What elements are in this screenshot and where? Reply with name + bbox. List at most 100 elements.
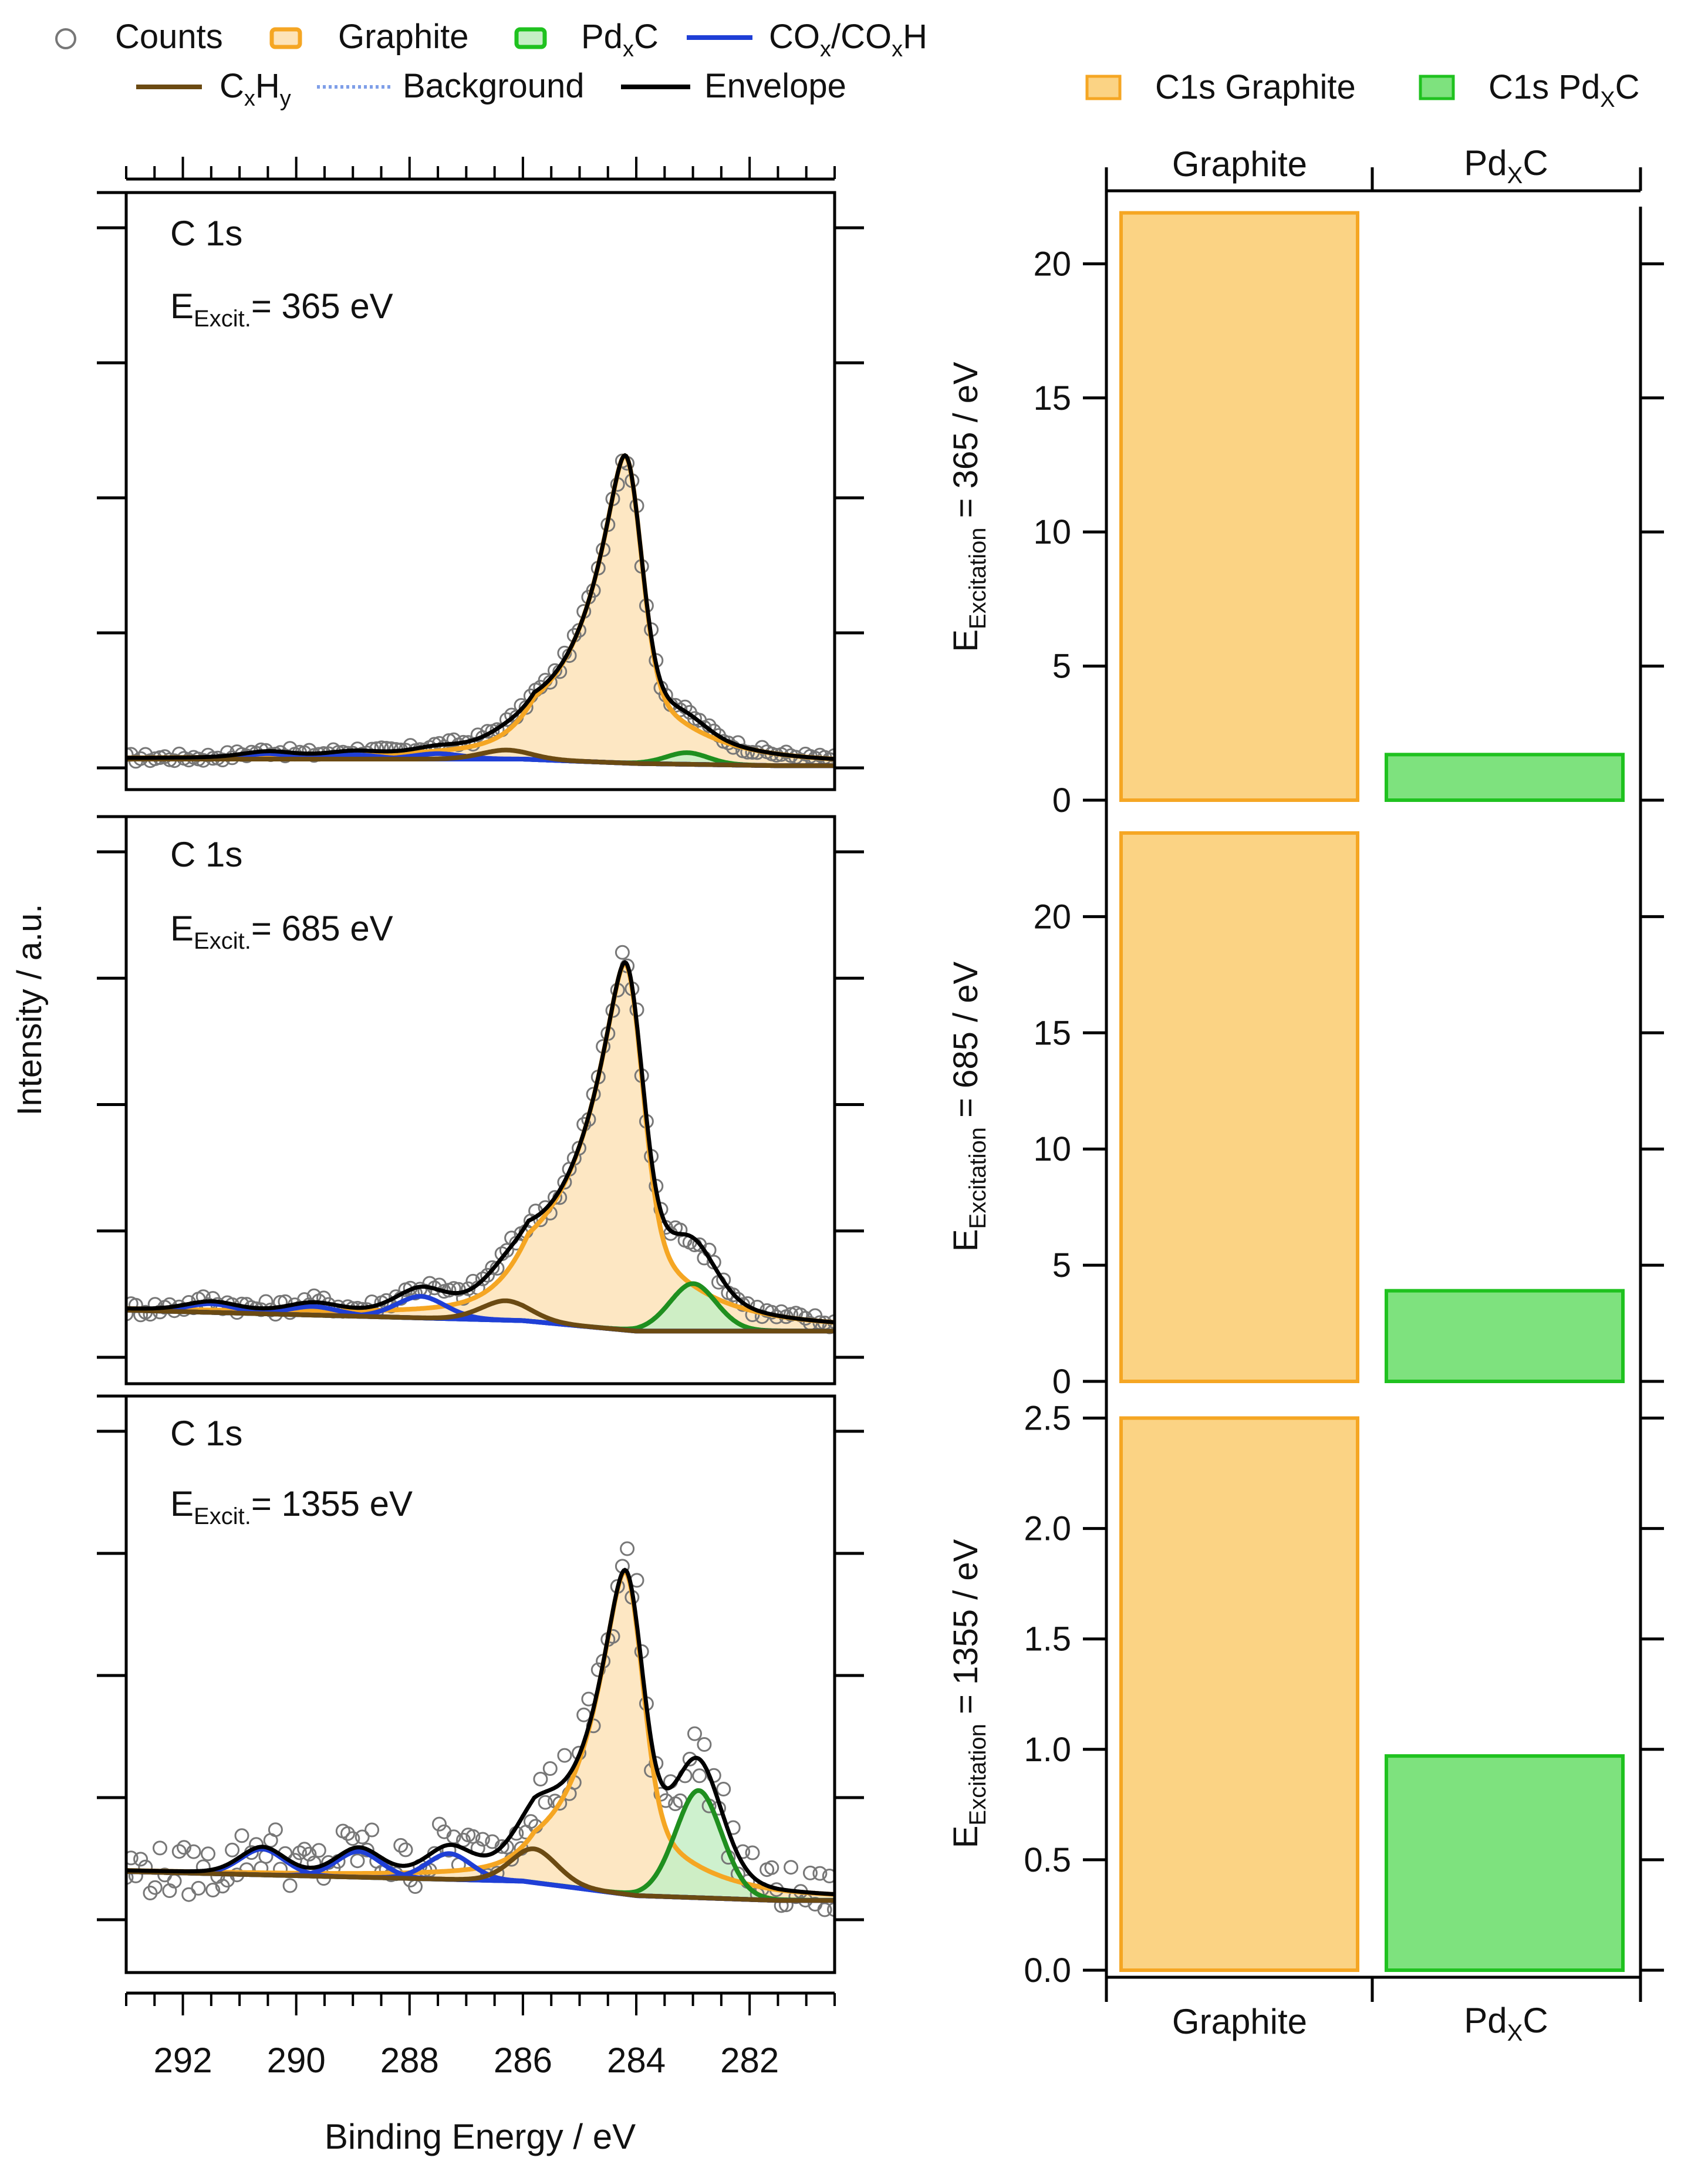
counts-markers (126, 945, 835, 1334)
bar-y-tick-label: 20 (1033, 898, 1071, 936)
count-point (355, 1829, 370, 1845)
count-point (576, 1707, 592, 1722)
count-point (340, 1826, 355, 1841)
legend-envelope-label: Envelope (704, 67, 846, 105)
count-point (268, 1822, 283, 1838)
count-point (485, 1260, 500, 1275)
xps-panel-365-title: C 1s (170, 214, 242, 253)
count-point (480, 1267, 495, 1283)
count-point (186, 1844, 201, 1859)
xps-panel-685-title: C 1s (170, 835, 242, 874)
count-point (201, 1846, 215, 1862)
count-point (422, 1276, 437, 1291)
count-point (126, 747, 134, 762)
count-point (697, 1737, 712, 1752)
bar-pdxc (1385, 753, 1625, 803)
count-point (398, 1842, 413, 1857)
count-point (171, 1844, 187, 1859)
count-point (126, 1306, 134, 1321)
count-point (451, 1282, 466, 1297)
bar-panel-2: 0.0 0.5 1.0 1.5 2.0 2.5 EExcitation = 1355 / e… (947, 1400, 1664, 1990)
bar-category-labels: Graphite PdXC Graphite PdXC (1172, 143, 1548, 2046)
count-point (393, 1838, 409, 1853)
count-point (822, 1869, 835, 1883)
bar-y-tick-label: 1.5 (1024, 1620, 1071, 1658)
xps-panel-685-frame (124, 815, 836, 1385)
count-point (126, 1870, 134, 1885)
count-point (475, 1832, 490, 1847)
bar-ylabel-sub: Excitation (965, 528, 991, 629)
bar-ylabel-sub: Excitation (965, 1127, 991, 1229)
bar-panel-0: 0 5 10 15 20 EExcitation = 365 / eV (947, 211, 1664, 820)
count-point (133, 1852, 148, 1867)
bar-panel-1: 0 5 10 15 20 EExcitation = 685 / eV (947, 831, 1664, 1401)
bar-ylabel-tail: = 1355 / eV (947, 1539, 985, 1724)
count-point (302, 1846, 317, 1862)
bar-y-tick-label: 0.0 (1024, 1951, 1071, 1990)
count-point (432, 1816, 447, 1832)
count-point (345, 1831, 360, 1846)
count-point (687, 1726, 702, 1741)
legend-graphite-swatch (269, 27, 302, 49)
xps-panel-685: C 1s EExcit.= 685 eV (124, 815, 836, 1385)
bar-y-tick-label: 5 (1052, 648, 1071, 686)
x-tick-label: 284 (607, 2041, 666, 2080)
x-tick-label: 290 (267, 2041, 326, 2080)
fill-graphite-area (126, 456, 835, 766)
count-point (364, 1822, 380, 1838)
envelope-line (126, 960, 835, 1324)
bar-ylabel-main: E (947, 629, 985, 652)
legend-cxhy-label: CxHy (220, 67, 291, 111)
bar-legend-pdxc-label: C1s PdXC (1488, 68, 1639, 112)
bar-y-tick-label: 0 (1052, 781, 1071, 820)
counts-markers (126, 453, 835, 769)
plot-area (126, 945, 835, 1334)
count-point (499, 1243, 514, 1258)
bar-pdxc (1385, 1289, 1625, 1384)
count-point (350, 1853, 365, 1869)
envelope-line (126, 453, 835, 761)
bar-y-tick-label: 2.5 (1024, 1400, 1071, 1438)
bar-y-tick-label: 15 (1033, 1014, 1071, 1052)
count-point (234, 1828, 249, 1843)
graphite-line (126, 960, 835, 1325)
xps-panel-1355-frame (124, 1394, 836, 1974)
xps-axes: 292 290 288 286 284 282 (97, 157, 864, 2080)
count-point (533, 1772, 548, 1786)
bar-ylabel-tail: = 685 / eV (947, 962, 985, 1127)
xps-xlabel: Binding Energy / eV (325, 2117, 636, 2156)
count-point (205, 1883, 221, 1897)
bar-legend-graphite-label: C1s Graphite (1155, 68, 1356, 106)
xps-panel-1355: C 1s EExcit.= 1355 eV (124, 1394, 836, 1974)
x-tick-label: 282 (720, 2041, 779, 2080)
x-tick-label: 292 (154, 2041, 212, 2080)
cxhy-line (126, 747, 835, 768)
bar-category-graphite-top: Graphite (1172, 144, 1307, 184)
count-point (725, 1287, 741, 1303)
count-point (126, 1850, 139, 1866)
xps-panel-1355-title: C 1s (170, 1414, 242, 1453)
bar-ylabel-sub: Excitation (965, 1724, 991, 1825)
xps-panel-365-label: EExcit.= 365 eV (170, 286, 393, 332)
count-point (446, 732, 461, 747)
bar-y-tick-label: 2.0 (1024, 1510, 1071, 1548)
envelope-line (126, 1567, 835, 1897)
fill-pdxc-area (126, 1283, 835, 1331)
count-point (557, 1175, 572, 1190)
bar-y-tick-label: 0.5 (1024, 1841, 1071, 1879)
count-point (191, 1880, 206, 1896)
count-point (557, 1748, 572, 1763)
xps-ylabel: Intensity / a.u. (11, 903, 49, 1115)
bar-ylabel: EExcitation = 1355 / eV (947, 1539, 991, 1848)
bar-y-tick-label: 5 (1052, 1246, 1071, 1285)
legend-pdxc-swatch (514, 27, 547, 49)
cxhy-line (126, 1298, 835, 1334)
xps-panel-365-plot (126, 453, 835, 769)
count-point (784, 1860, 799, 1875)
count-point (745, 1845, 760, 1860)
xps-panel-1355-plot (126, 1541, 835, 1917)
count-point (282, 1878, 298, 1893)
bar-category-pdxc-top: PdXC (1464, 143, 1548, 188)
